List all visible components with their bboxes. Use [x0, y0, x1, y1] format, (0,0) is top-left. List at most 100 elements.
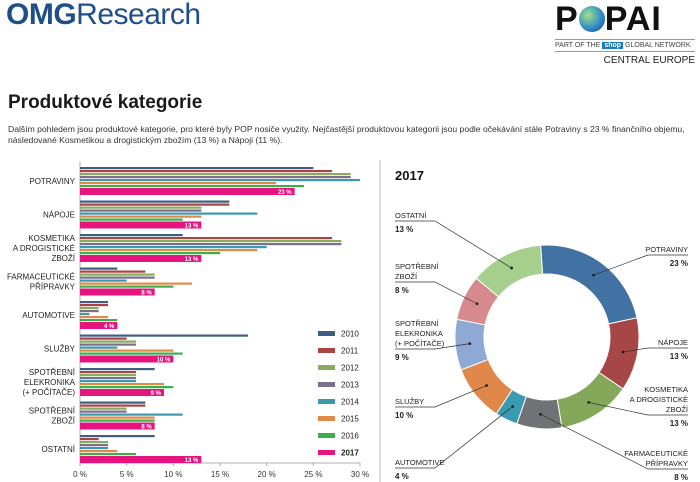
- bar-2013: [80, 410, 127, 413]
- donut-pct: 4 %: [395, 472, 409, 481]
- category-label: A DROGISTICKÉ: [13, 244, 75, 253]
- bar-2015: [80, 215, 202, 218]
- bar-2013: [80, 176, 351, 179]
- bar-2010: [80, 234, 183, 237]
- legend-swatch-2014: [318, 399, 335, 404]
- leader-dot: [485, 384, 488, 387]
- bar-data-label: 8 %: [141, 424, 152, 430]
- category-label: SPOTŘEBNÍ: [29, 407, 76, 416]
- bar-2011: [80, 404, 146, 407]
- category-label: SPOTŘEBNÍ: [29, 368, 76, 377]
- bar-2011: [80, 237, 332, 240]
- bar-2011: [80, 304, 108, 307]
- bar-2013: [80, 377, 136, 380]
- bar-2013: [80, 243, 342, 246]
- bar-2010: [80, 401, 146, 404]
- bar-2015: [80, 316, 108, 319]
- bar-2010: [80, 435, 155, 438]
- bar-2017: [80, 288, 155, 296]
- legend-swatch-2016: [318, 433, 335, 438]
- donut-pct: 13 %: [670, 352, 688, 361]
- donut-label: NÁPOJE: [658, 338, 688, 347]
- x-tick-label: 15 %: [211, 470, 229, 479]
- bar-2013: [80, 343, 136, 346]
- bar-2013: [80, 444, 108, 447]
- bar-2014: [80, 313, 90, 316]
- bar-2016: [80, 453, 136, 456]
- bar-2015: [80, 383, 164, 386]
- leader-line: [588, 402, 688, 416]
- legend-label: 2017: [341, 449, 359, 458]
- popai-pai: PAI: [604, 0, 662, 38]
- leader-line: [395, 406, 513, 469]
- logo-bold: OMG: [6, 0, 77, 31]
- category-label: SLUŽBY: [44, 345, 76, 354]
- bar-2011: [80, 170, 332, 173]
- donut-slice: [540, 244, 638, 325]
- bar-2012: [80, 273, 155, 276]
- bar-2014: [80, 212, 258, 215]
- page-title: Produktové kategorie: [8, 92, 203, 113]
- donut-slice: [475, 244, 544, 298]
- bar-2012: [80, 240, 342, 243]
- x-tick-label: 5 %: [120, 470, 134, 479]
- bar-data-label: 13 %: [185, 458, 199, 464]
- category-label: ELEKRONIKA: [24, 378, 76, 387]
- globe-icon: [578, 6, 605, 32]
- x-tick-label: 10 %: [164, 470, 182, 479]
- leader-dot: [475, 302, 479, 306]
- bar-2016: [80, 252, 220, 255]
- category-label: NÁPOJE: [43, 211, 75, 220]
- donut-label: SLUŽBY: [395, 397, 424, 406]
- donut-label: ZBOŽÍ: [666, 405, 689, 414]
- legend-label: 2013: [341, 381, 359, 390]
- bar-2015: [80, 282, 192, 285]
- bar-2012: [80, 407, 127, 410]
- leader-dot: [621, 350, 625, 354]
- category-label: KOSMETIKA: [28, 234, 75, 243]
- legend-swatch-2010: [318, 331, 335, 336]
- bar-2017: [80, 221, 202, 229]
- bar-2017: [80, 389, 164, 396]
- legend-swatch-2017: [318, 450, 335, 455]
- bar-2012: [80, 374, 136, 377]
- leader-line: [593, 254, 688, 276]
- legend-label: 2014: [341, 398, 359, 407]
- donut-label: PŘÍPRAVKY: [646, 459, 688, 468]
- bar-2017: [80, 322, 118, 329]
- donut-pct: 13 %: [395, 225, 413, 234]
- popai-wordmark: P PAI: [555, 2, 695, 36]
- logo-rest: Research: [76, 0, 201, 31]
- popai-region: CENTRAL EUROPE: [603, 55, 695, 66]
- donut-label: POTRAVINY: [645, 245, 688, 254]
- donut-pct: 13 %: [670, 419, 688, 428]
- bar-2015: [80, 249, 258, 252]
- bar-2017: [80, 188, 295, 195]
- leader-dot: [468, 342, 472, 346]
- legend-label: 2010: [341, 330, 359, 339]
- leader-dot: [587, 400, 591, 404]
- shop-brand: shop: [602, 42, 624, 49]
- donut-label: ELEKRONIKA: [395, 329, 443, 338]
- intro-text: Dalším pohledem jsou produktové kategori…: [8, 124, 685, 145]
- donut-label: A DROGISTICKÉ: [630, 395, 688, 404]
- popai-p: P: [555, 0, 579, 38]
- donut-label: SPOTŘEBNÍ: [395, 319, 439, 328]
- bar-2016: [80, 285, 174, 288]
- category-label: (+ POČÍTAČE): [22, 388, 75, 397]
- category-label: POTRAVINY: [29, 177, 75, 186]
- bar-2011: [80, 438, 99, 441]
- bar-2013: [80, 276, 155, 279]
- bar-2016: [80, 185, 304, 188]
- bar-2015: [80, 450, 118, 453]
- bar-2014: [80, 246, 267, 249]
- x-tick-label: 30 %: [351, 470, 369, 479]
- bar-2015: [80, 349, 174, 352]
- tagline-post: GLOBAL NETWORK: [625, 42, 691, 49]
- donut-pct: 10 %: [395, 411, 413, 420]
- bar-2015: [80, 416, 155, 419]
- bar-2014: [80, 346, 118, 349]
- bar-2012: [80, 307, 99, 310]
- bar-2010: [80, 301, 108, 304]
- leader-line: [540, 413, 688, 470]
